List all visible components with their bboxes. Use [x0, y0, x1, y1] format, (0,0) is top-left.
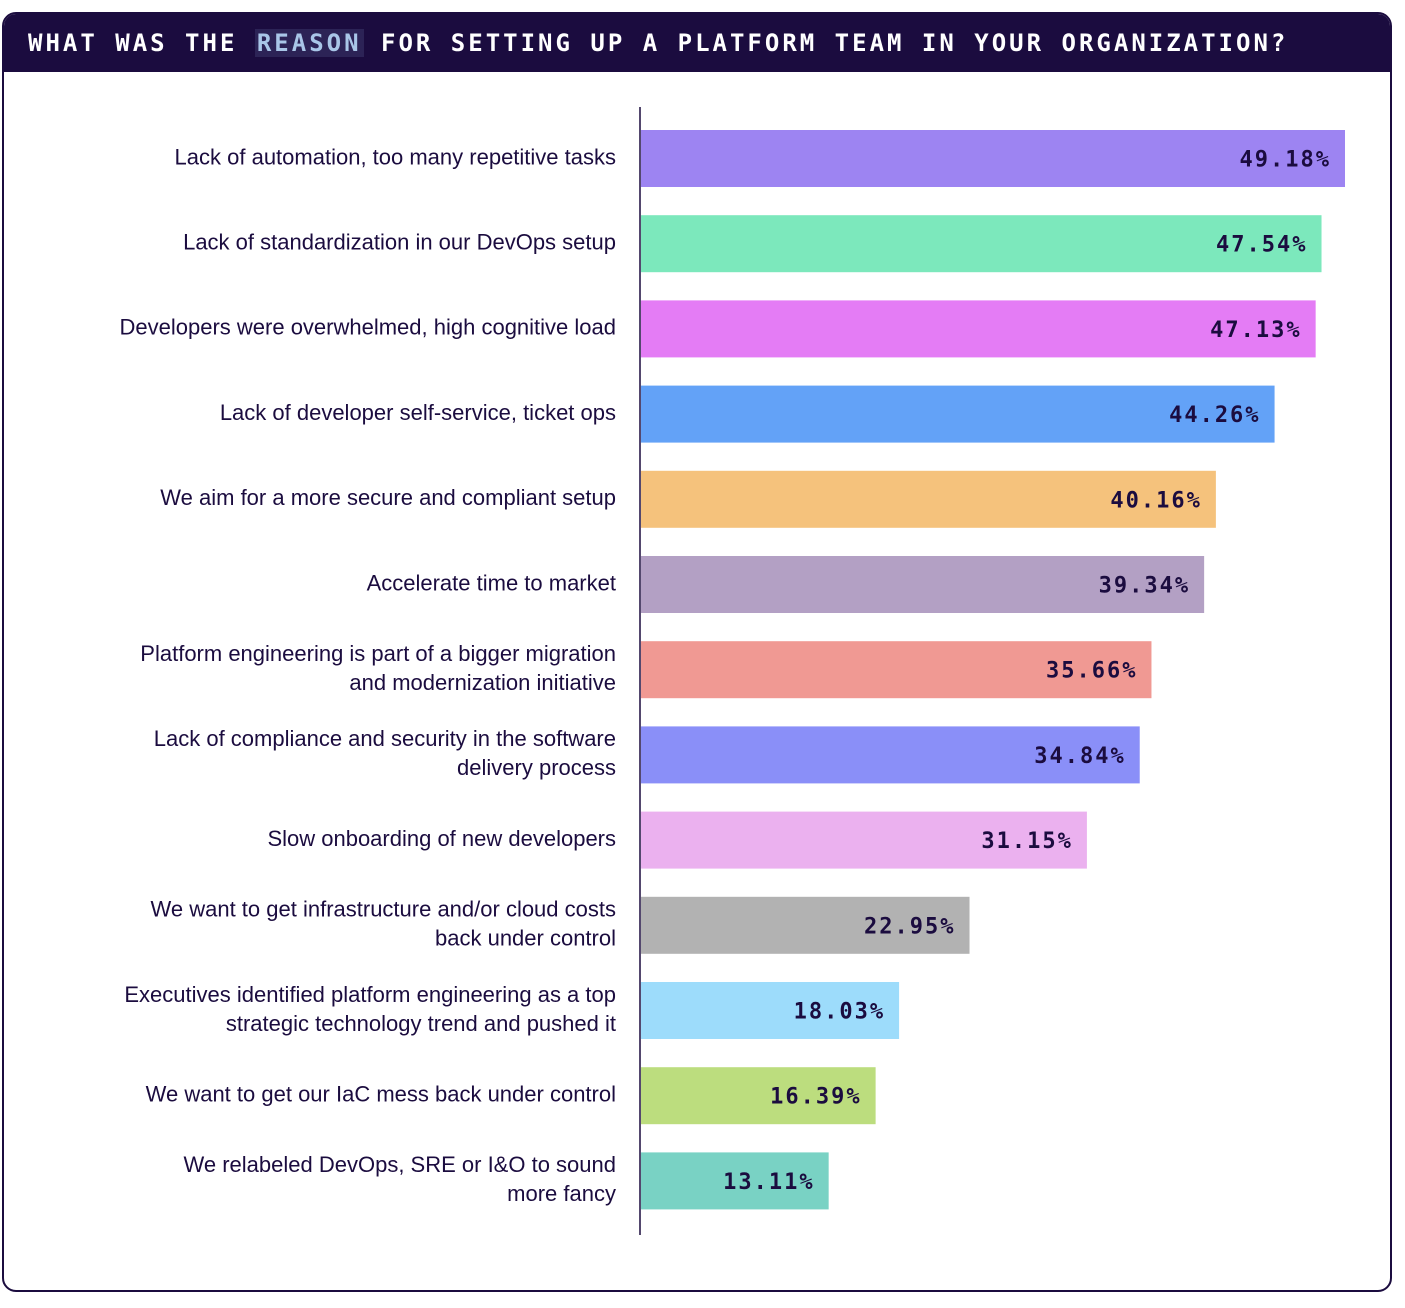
bar-value-label: 16.39% [770, 1085, 861, 1110]
title-prefix: WHAT WAS THE [28, 29, 255, 57]
category-label-line: Executives identified platform engineeri… [124, 982, 616, 1007]
category-label: We want to get infrastructure and/or clo… [151, 897, 617, 951]
bar [641, 726, 1140, 784]
category-label-line: Lack of automation, too many repetitive … [175, 144, 616, 169]
bar-value-label: 22.95% [864, 914, 955, 939]
bar-value-label: 47.13% [1210, 318, 1301, 343]
bar-value-label: 39.34% [1099, 574, 1190, 599]
bar [641, 215, 1322, 273]
category-label: Platform engineering is part of a bigger… [140, 641, 616, 695]
bar [641, 300, 1316, 358]
chart-header: WHAT WAS THE REASON FOR SETTING UP A PLA… [4, 14, 1390, 72]
category-label-line: Slow onboarding of new developers [267, 826, 616, 851]
category-label-line: more fancy [507, 1181, 616, 1206]
category-label-line: Developers were overwhelmed, high cognit… [120, 315, 617, 340]
category-label: We aim for a more secure and compliant s… [160, 485, 616, 510]
bar-value-label: 44.26% [1169, 403, 1260, 428]
bar-value-label: 31.15% [981, 829, 1072, 854]
bar-value-label: 13.11% [723, 1170, 814, 1195]
bar-value-label: 18.03% [794, 1000, 885, 1025]
bar [641, 1067, 876, 1125]
category-label-line: Lack of developer self-service, ticket o… [220, 400, 616, 425]
bar [641, 811, 1087, 869]
category-label-line: Lack of compliance and security in the s… [154, 726, 616, 751]
category-label: Lack of standardization in our DevOps se… [183, 230, 616, 255]
bar [641, 896, 970, 954]
title-highlight: REASON [254, 29, 364, 57]
category-label-line: strategic technology trend and pushed it [226, 1011, 616, 1036]
bar-value-label: 40.16% [1110, 488, 1201, 513]
category-label: Lack of compliance and security in the s… [154, 726, 616, 780]
category-label: Accelerate time to market [367, 570, 616, 595]
bar [641, 982, 900, 1039]
bar-value-label: 49.18% [1240, 148, 1331, 173]
category-label-line: back under control [435, 926, 616, 951]
bar [641, 130, 1345, 187]
category-label: Lack of developer self-service, ticket o… [220, 400, 616, 425]
category-label: We want to get our IaC mess back under c… [146, 1082, 616, 1107]
category-label: We relabeled DevOps, SRE or I&O to sound… [184, 1152, 616, 1206]
bars-group: 49.18% Lack of automation, too many repet… [120, 130, 1345, 1210]
title-suffix: FOR SETTING UP A PLATFORM TEAM IN YOUR O… [363, 29, 1289, 57]
bar [641, 1152, 829, 1210]
category-label: Lack of automation, too many repetitive … [175, 144, 616, 169]
bar [641, 385, 1275, 443]
bar-value-label: 47.54% [1216, 233, 1307, 258]
category-label-line: and modernization initiative [349, 670, 616, 695]
bar-value-label: 35.66% [1046, 659, 1137, 684]
category-label: Developers were overwhelmed, high cognit… [120, 315, 617, 340]
category-label-line: We aim for a more secure and compliant s… [160, 485, 616, 510]
category-label-line: We want to get our IaC mess back under c… [146, 1082, 616, 1107]
category-label-line: We relabeled DevOps, SRE or I&O to sound [184, 1152, 616, 1177]
bar-value-label: 34.84% [1034, 744, 1125, 769]
category-label: Slow onboarding of new developers [267, 826, 616, 851]
category-label-line: Platform engineering is part of a bigger… [140, 641, 616, 666]
bar [641, 641, 1152, 699]
bar [641, 470, 1216, 528]
bar [641, 556, 1205, 613]
category-label-line: We want to get infrastructure and/or clo… [151, 897, 617, 922]
category-label-line: delivery process [457, 755, 616, 780]
category-label-line: Accelerate time to market [367, 570, 616, 595]
category-label-line: Lack of standardization in our DevOps se… [183, 230, 616, 255]
category-label: Executives identified platform engineeri… [124, 982, 616, 1036]
